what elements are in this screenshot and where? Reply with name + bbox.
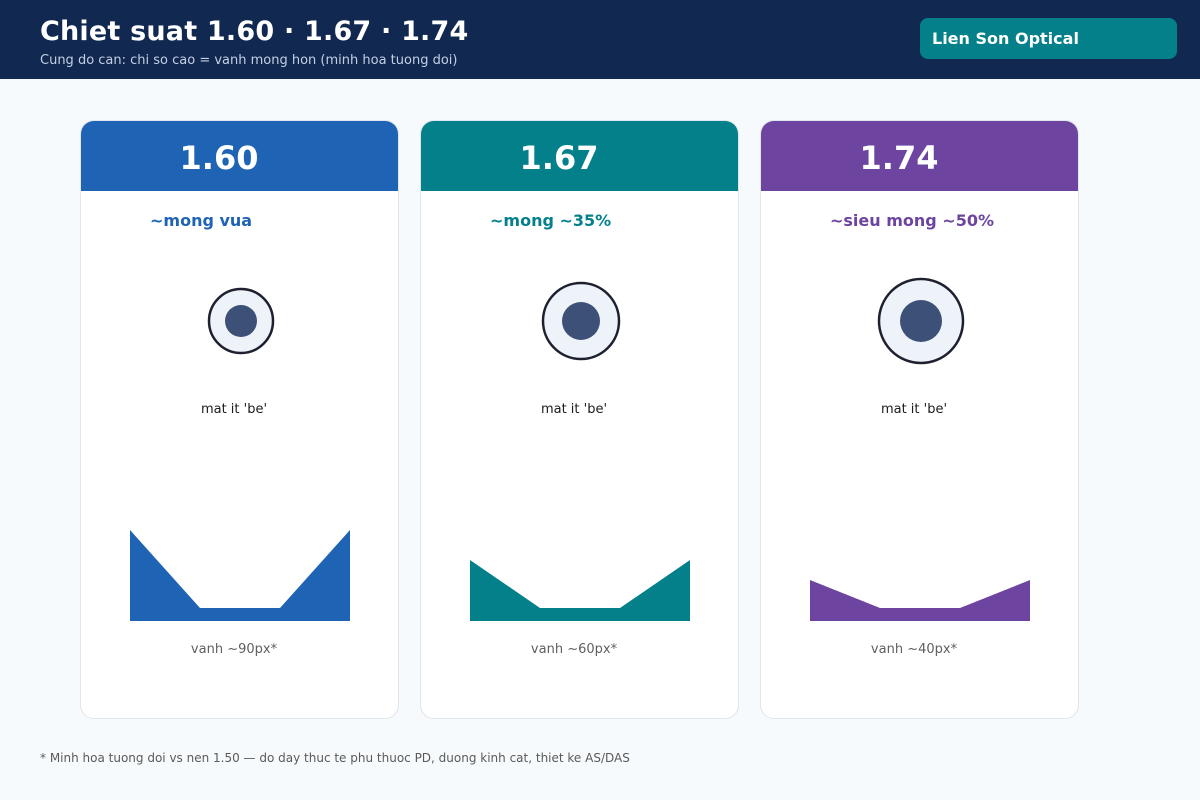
brand-name: Lien Son Optical <box>932 29 1079 48</box>
eye-note: mat it 'be' <box>880 402 948 417</box>
edge-caption: vanh ~40px* <box>870 642 958 657</box>
refractive-index: 1.74 <box>859 139 939 177</box>
card-header: 1.67 <box>421 121 738 191</box>
refractive-index: 1.60 <box>179 139 259 177</box>
lens-edge-profile <box>130 530 350 621</box>
edge-thickness-shape <box>470 560 690 621</box>
thinness-label: ~mong ~35% <box>490 211 612 230</box>
edge-caption: vanh ~90px* <box>190 642 278 657</box>
brand-badge: Lien Son Optical <box>920 18 1177 59</box>
card-header: 1.74 <box>761 121 1078 191</box>
edge-caption: vanh ~60px* <box>530 642 618 657</box>
thinness-label: ~mong vua <box>150 211 253 230</box>
edge-thickness-shape <box>130 530 350 621</box>
eye-illustration <box>877 277 965 365</box>
lens-card-1-60: 1.60 ~mong vua mat it 'be' vanh ~90px* <box>80 120 399 719</box>
eye-illustration <box>541 281 621 361</box>
pupil <box>225 305 257 337</box>
pupil <box>900 300 942 342</box>
lens-edge-profile <box>470 560 690 621</box>
footnote: * Minh hoa tuong doi vs nen 1.50 — do da… <box>40 751 630 765</box>
refractive-index: 1.67 <box>519 139 599 177</box>
top-header: Chiet suat 1.60 · 1.67 · 1.74 Cung do ca… <box>0 0 1200 79</box>
page-subtitle: Cung do can: chi so cao = vanh mong hon … <box>40 53 458 68</box>
eye-illustration <box>207 287 275 355</box>
page-title: Chiet suat 1.60 · 1.67 · 1.74 <box>40 16 469 47</box>
thinness-label: ~sieu mong ~50% <box>830 211 995 230</box>
eye-note: mat it 'be' <box>540 402 608 417</box>
pupil <box>562 302 600 340</box>
edge-thickness-shape <box>810 580 1030 621</box>
lens-card-1-74: 1.74 ~sieu mong ~50% mat it 'be' vanh ~4… <box>760 120 1079 719</box>
lens-edge-profile <box>810 580 1030 621</box>
lens-card-1-67: 1.67 ~mong ~35% mat it 'be' vanh ~60px* <box>420 120 739 719</box>
eye-note: mat it 'be' <box>200 402 268 417</box>
card-header: 1.60 <box>81 121 398 191</box>
